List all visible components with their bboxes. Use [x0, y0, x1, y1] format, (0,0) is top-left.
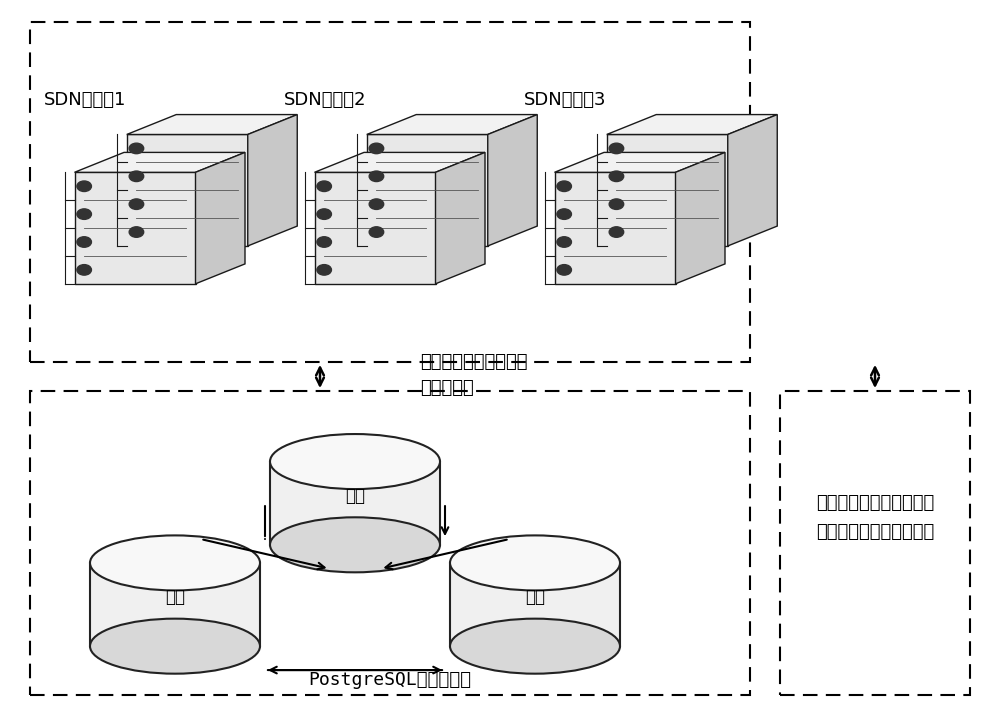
FancyBboxPatch shape	[450, 563, 620, 646]
Text: 主控制器操作数据库的
某一个节点: 主控制器操作数据库的 某一个节点	[420, 353, 528, 397]
Polygon shape	[314, 152, 485, 172]
Polygon shape	[607, 114, 777, 135]
Circle shape	[609, 171, 624, 182]
Circle shape	[557, 181, 571, 192]
Text: 数据: 数据	[525, 589, 545, 606]
Ellipse shape	[90, 536, 260, 591]
Circle shape	[129, 199, 144, 209]
FancyBboxPatch shape	[270, 462, 440, 544]
Polygon shape	[728, 114, 777, 246]
FancyBboxPatch shape	[127, 135, 248, 246]
Text: 数据: 数据	[345, 487, 365, 505]
Text: 缓存同步机制，监听主节
点变化，同步到备节点。: 缓存同步机制，监听主节 点变化，同步到备节点。	[816, 494, 934, 542]
Circle shape	[609, 227, 624, 237]
Ellipse shape	[270, 517, 440, 572]
Circle shape	[77, 237, 91, 248]
Text: PostgreSQL数据库集群: PostgreSQL数据库集群	[308, 671, 472, 689]
Circle shape	[557, 264, 571, 275]
Circle shape	[77, 264, 91, 275]
FancyBboxPatch shape	[554, 172, 676, 284]
Circle shape	[317, 181, 331, 192]
Polygon shape	[367, 114, 537, 135]
FancyBboxPatch shape	[367, 135, 488, 246]
Text: SDN控制器3: SDN控制器3	[524, 90, 606, 109]
Polygon shape	[248, 114, 297, 246]
Ellipse shape	[450, 618, 620, 673]
Text: 数据: 数据	[165, 589, 185, 606]
Circle shape	[369, 143, 384, 153]
Polygon shape	[676, 152, 725, 284]
FancyBboxPatch shape	[75, 172, 196, 284]
Circle shape	[317, 209, 331, 219]
Circle shape	[317, 264, 331, 275]
Polygon shape	[196, 152, 245, 284]
Circle shape	[369, 171, 384, 182]
Circle shape	[557, 209, 571, 219]
Bar	[30, 391, 750, 695]
Polygon shape	[436, 152, 485, 284]
Circle shape	[369, 199, 384, 209]
FancyBboxPatch shape	[607, 135, 728, 246]
Circle shape	[77, 209, 91, 219]
Circle shape	[129, 227, 144, 237]
Text: SDN控制器2: SDN控制器2	[284, 90, 366, 109]
Polygon shape	[488, 114, 537, 246]
Polygon shape	[554, 152, 725, 172]
Circle shape	[129, 143, 144, 153]
Polygon shape	[127, 114, 297, 135]
Circle shape	[369, 227, 384, 237]
FancyBboxPatch shape	[314, 172, 436, 284]
Circle shape	[317, 237, 331, 248]
Polygon shape	[75, 152, 245, 172]
Bar	[30, 22, 750, 362]
Bar	[780, 391, 970, 695]
Text: SDN控制器1: SDN控制器1	[44, 90, 126, 109]
Circle shape	[609, 199, 624, 209]
Ellipse shape	[90, 618, 260, 673]
Ellipse shape	[450, 536, 620, 591]
Circle shape	[557, 237, 571, 248]
Circle shape	[129, 171, 144, 182]
FancyBboxPatch shape	[90, 563, 260, 646]
Circle shape	[609, 143, 624, 153]
Ellipse shape	[270, 434, 440, 489]
Circle shape	[77, 181, 91, 192]
